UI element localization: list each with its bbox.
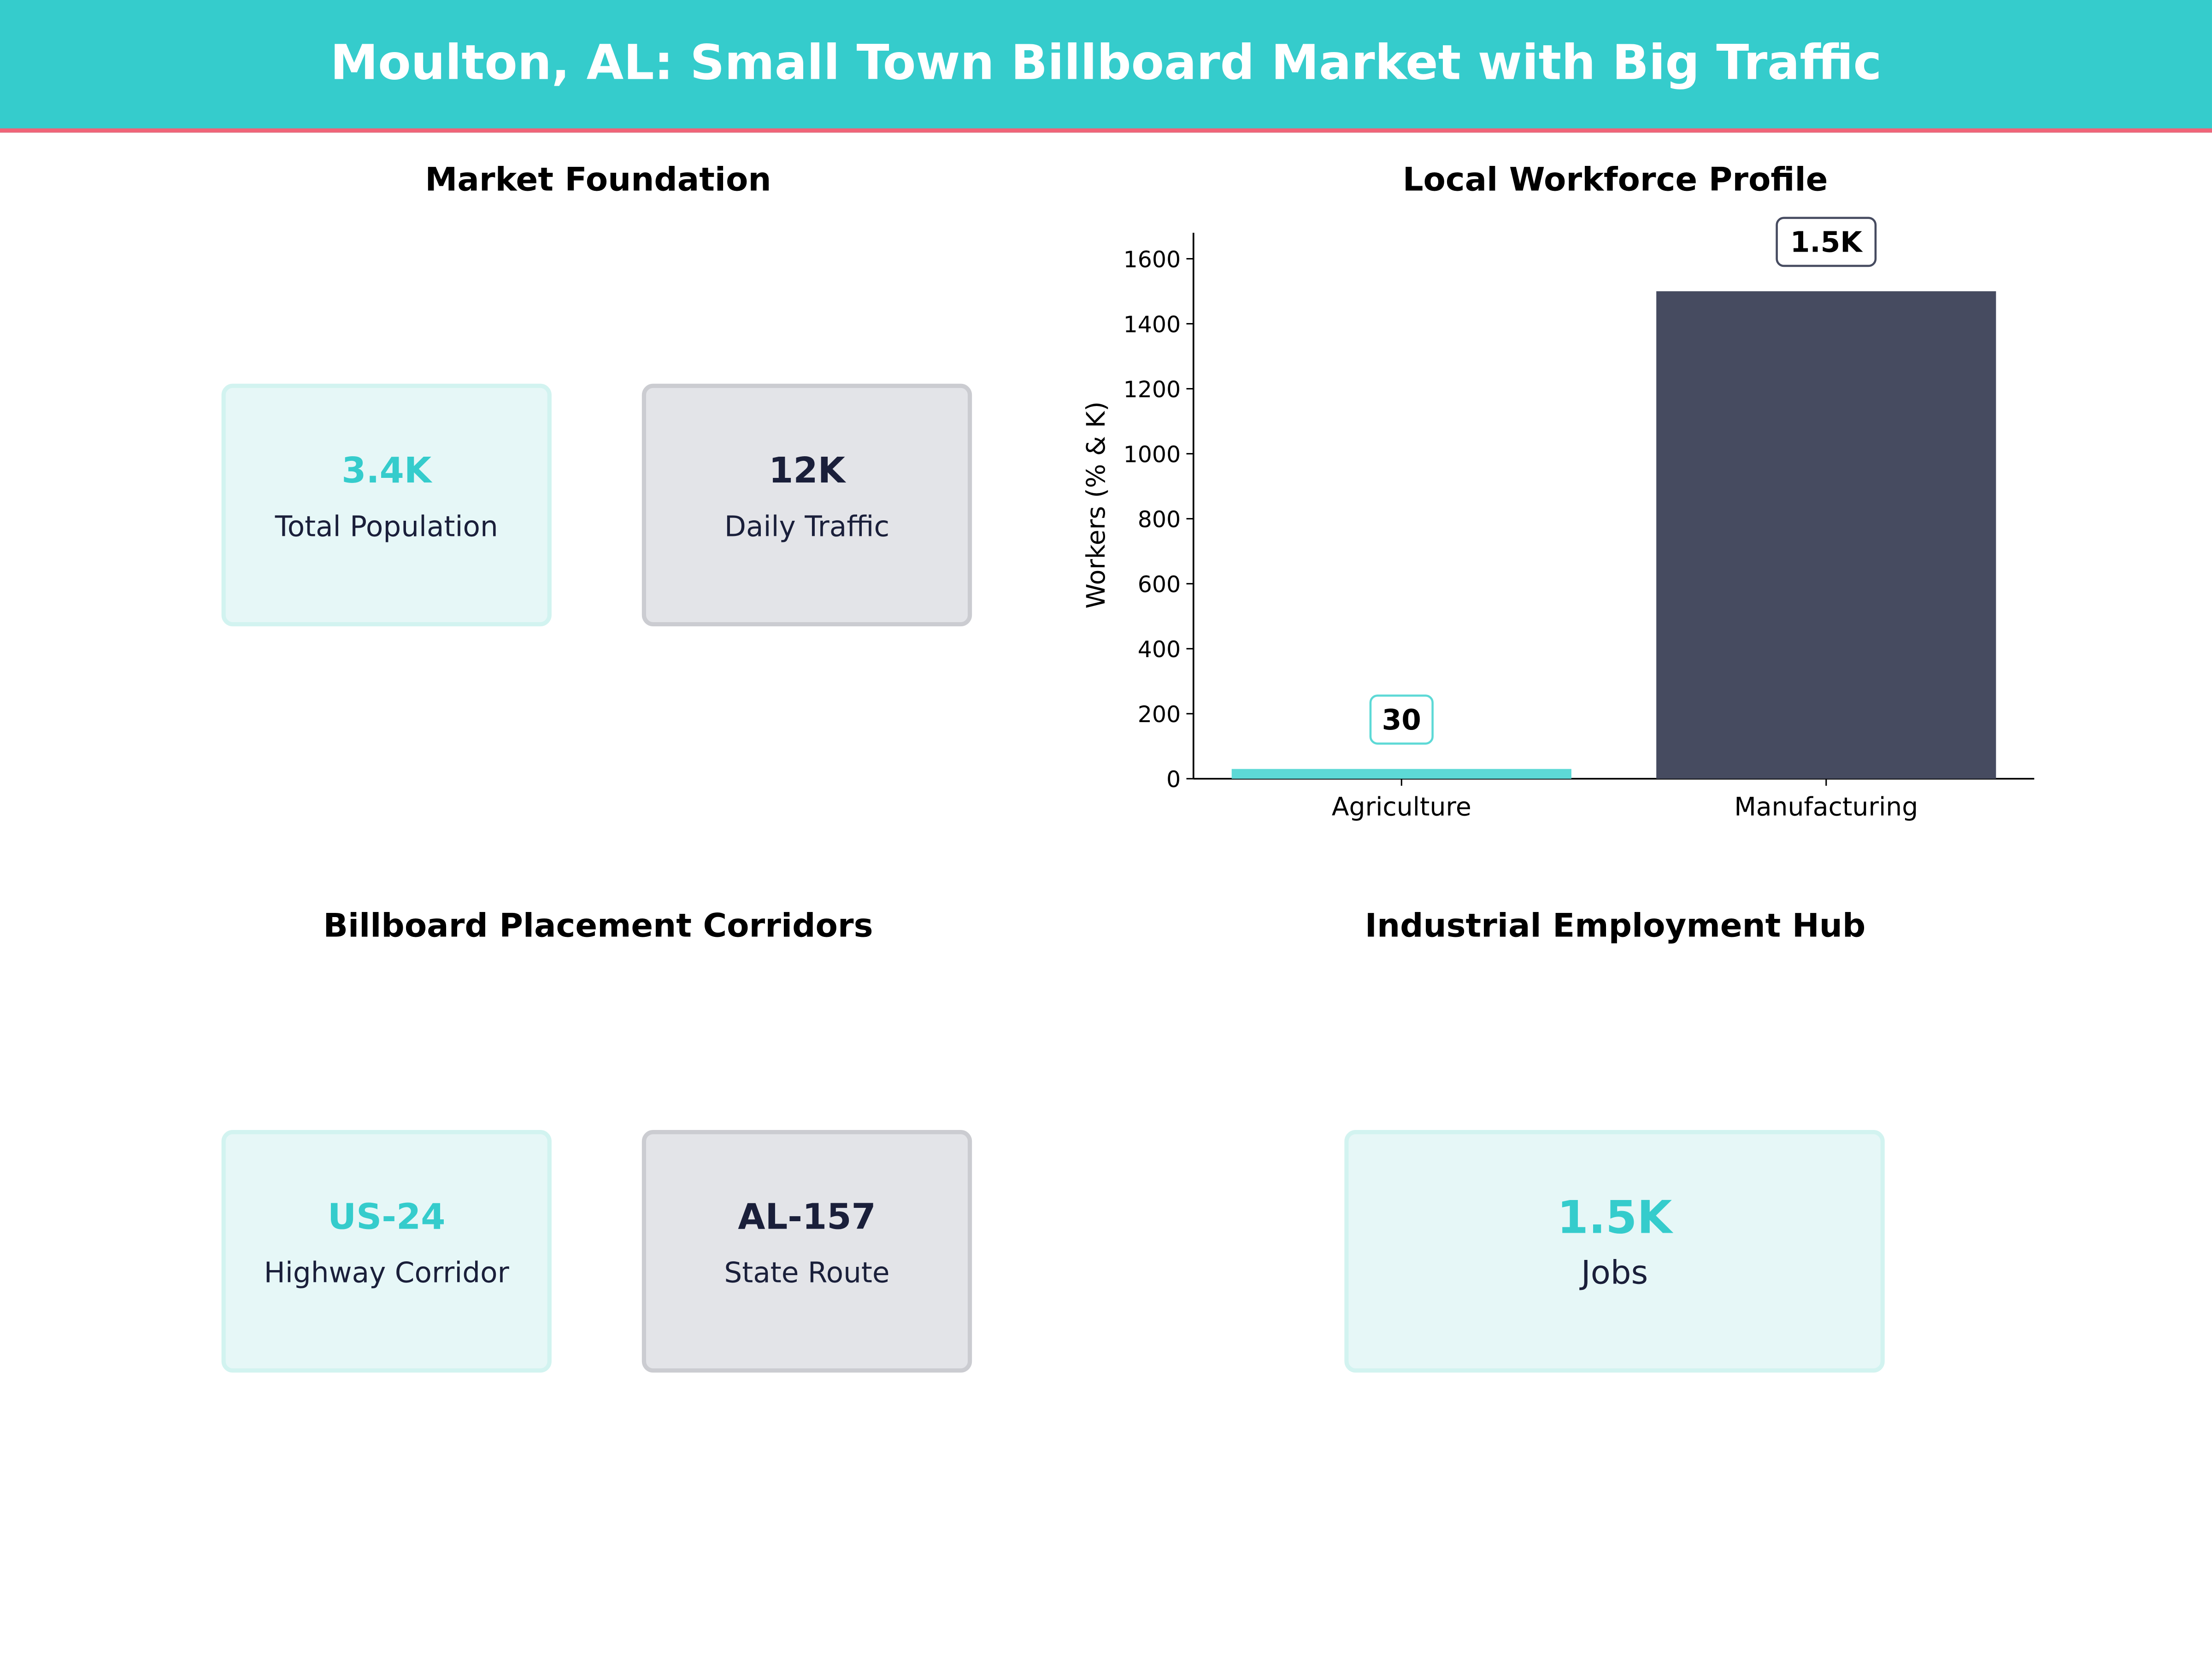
us24-label: Highway Corridor	[264, 1255, 509, 1289]
market-foundation-title: Market Foundation	[425, 162, 771, 199]
bar-agriculture	[1231, 769, 1571, 779]
chart-title: Local Workforce Profile	[1402, 162, 1828, 199]
x-tick-label: Agriculture	[1332, 792, 1471, 821]
traffic-card: 12K Daily Traffic	[641, 383, 972, 627]
data-label: 30	[1382, 704, 1421, 736]
employment-hub-title: Industrial Employment Hub	[1365, 908, 1866, 946]
y-tick-label: 600	[1138, 571, 1181, 598]
y-axis-label: Workers (% & K)	[1081, 401, 1111, 609]
bar-manufacturing	[1656, 291, 1996, 779]
page-title: Moulton, AL: Small Town Billboard Market…	[330, 35, 1882, 92]
jobs-value: 1.5K	[1557, 1190, 1672, 1244]
traffic-label: Daily Traffic	[724, 509, 890, 543]
al157-label: State Route	[724, 1255, 890, 1289]
y-tick-label: 800	[1138, 506, 1181, 533]
jobs-label: Jobs	[1581, 1255, 1648, 1293]
y-tick-label: 1200	[1124, 377, 1181, 403]
us24-value: US-24	[327, 1196, 446, 1237]
al157-value: AL-157	[738, 1196, 876, 1237]
y-tick-label: 1000	[1124, 441, 1181, 468]
data-label-box	[1369, 694, 1434, 745]
us24-card: US-24 Highway Corridor	[221, 1130, 552, 1373]
jobs-card: 1.5K Jobs	[1344, 1130, 1885, 1373]
y-tick-label: 200	[1138, 701, 1181, 728]
traffic-value: 12K	[769, 450, 845, 491]
y-tick-label: 1600	[1124, 247, 1181, 273]
y-tick-label: 0	[1166, 766, 1181, 793]
y-tick-label: 1400	[1124, 312, 1181, 338]
y-tick-label: 400	[1138, 636, 1181, 663]
data-label-box	[1776, 217, 1877, 267]
data-label: 1.5K	[1790, 226, 1863, 259]
population-label: Total Population	[275, 509, 498, 543]
corridors-title: Billboard Placement Corridors	[323, 908, 873, 946]
x-tick-label: Manufacturing	[1734, 792, 1918, 821]
population-value: 3.4K	[341, 450, 432, 491]
header-banner: Moulton, AL: Small Town Billboard Market…	[0, 0, 2212, 133]
al157-card: AL-157 State Route	[641, 1130, 972, 1373]
population-card: 3.4K Total Population	[221, 383, 552, 627]
